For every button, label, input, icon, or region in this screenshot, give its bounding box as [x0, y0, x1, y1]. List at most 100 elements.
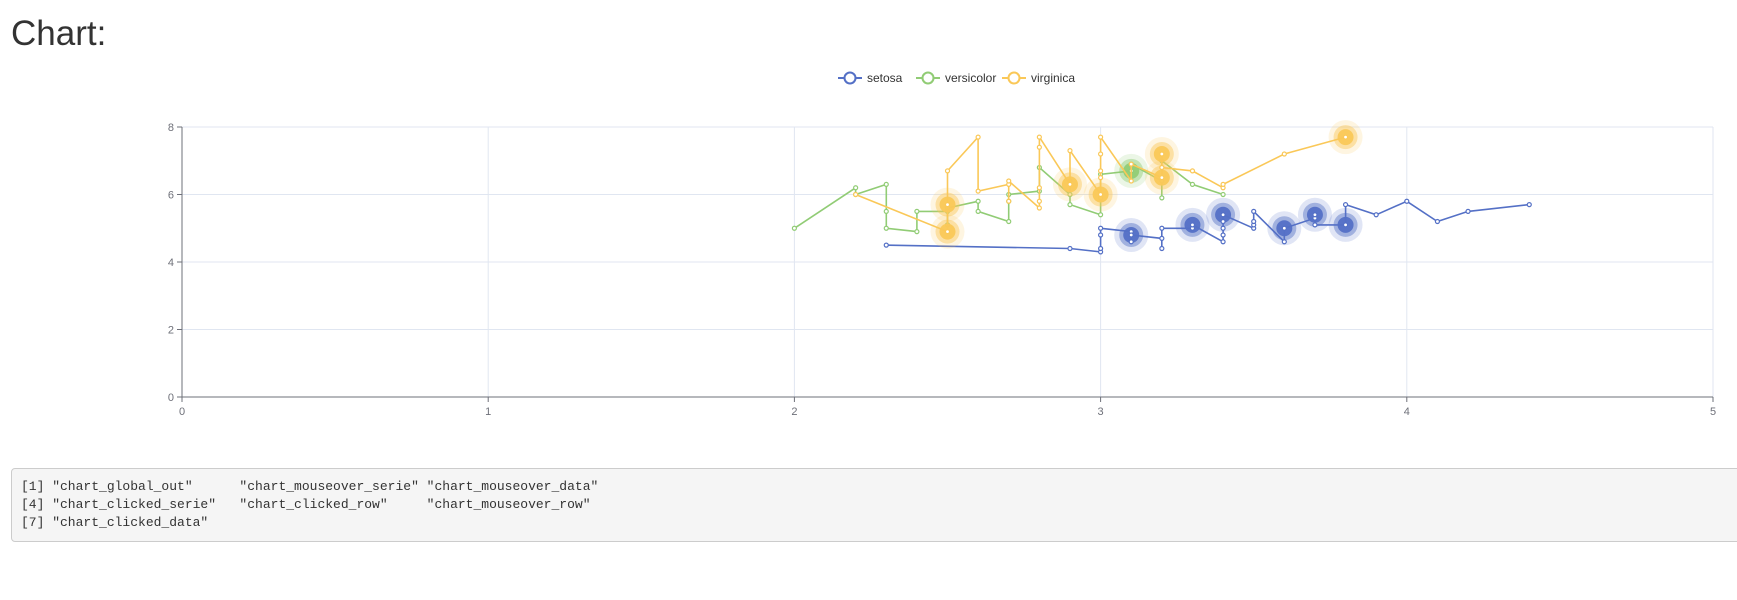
- data-point[interactable]: [1220, 212, 1226, 218]
- data-point[interactable]: [1189, 222, 1196, 228]
- chart-grid: [181, 126, 1714, 398]
- data-point[interactable]: [1189, 168, 1196, 174]
- data-point[interactable]: [1006, 178, 1012, 184]
- data-point[interactable]: [1312, 212, 1318, 218]
- data-point[interactable]: [1036, 198, 1042, 204]
- data-point[interactable]: [1251, 218, 1257, 225]
- x-tick-label: 3: [1098, 406, 1104, 418]
- data-point[interactable]: [975, 208, 981, 214]
- data-point[interactable]: [1036, 205, 1042, 211]
- data-point[interactable]: [1220, 181, 1226, 187]
- data-point[interactable]: [1067, 191, 1073, 198]
- console-line: [1] "chart_global_out" "chart_mouseover_…: [21, 479, 599, 494]
- data-point[interactable]: [1067, 181, 1073, 187]
- data-point[interactable]: [883, 225, 889, 231]
- data-point[interactable]: [1220, 225, 1226, 231]
- data-point[interactable]: [1097, 134, 1104, 140]
- y-tick-label: 4: [168, 257, 174, 269]
- data-point[interactable]: [1036, 134, 1042, 140]
- legend-item-virginica[interactable]: virginica: [1002, 71, 1075, 85]
- data-point[interactable]: [914, 208, 920, 214]
- data-point[interactable]: [791, 225, 798, 231]
- x-tick-label: 1: [485, 406, 491, 418]
- data-point[interactable]: [1404, 198, 1410, 204]
- data-point[interactable]: [1006, 198, 1012, 204]
- data-point[interactable]: [1097, 191, 1104, 198]
- data-point[interactable]: [1220, 218, 1226, 225]
- data-point[interactable]: [1220, 239, 1226, 245]
- series-virginica[interactable]: [853, 120, 1363, 249]
- data-point[interactable]: [1159, 245, 1165, 252]
- data-point[interactable]: [1067, 245, 1073, 252]
- data-point[interactable]: [1097, 151, 1104, 157]
- data-point[interactable]: [1159, 195, 1165, 201]
- data-point[interactable]: [1220, 191, 1226, 198]
- data-point[interactable]: [1434, 218, 1441, 225]
- data-point[interactable]: [1159, 175, 1165, 181]
- legend-label: virginica: [1031, 71, 1075, 85]
- data-point[interactable]: [1312, 222, 1318, 228]
- data-point[interactable]: [1097, 225, 1104, 231]
- data-point[interactable]: [1097, 168, 1104, 174]
- series-setosa[interactable]: [883, 197, 1532, 255]
- console-line: [7] "chart_clicked_data": [21, 515, 209, 530]
- data-point[interactable]: [1097, 245, 1104, 252]
- x-tick-label: 5: [1710, 406, 1716, 418]
- data-point[interactable]: [944, 229, 951, 235]
- data-point[interactable]: [914, 229, 920, 235]
- data-point[interactable]: [1220, 232, 1226, 238]
- data-point[interactable]: [1159, 235, 1165, 241]
- console-line: [4] "chart_clicked_serie" "chart_clicked…: [21, 497, 591, 512]
- data-point[interactable]: [1097, 232, 1104, 238]
- data-point[interactable]: [1281, 225, 1287, 231]
- data-point[interactable]: [1189, 181, 1196, 187]
- data-point[interactable]: [1159, 151, 1165, 157]
- data-point[interactable]: [1036, 185, 1042, 191]
- data-point[interactable]: [1465, 208, 1471, 214]
- legend-item-setosa[interactable]: setosa: [838, 71, 903, 85]
- legend-marker: [921, 71, 935, 85]
- data-point[interactable]: [975, 188, 981, 194]
- data-point[interactable]: [975, 198, 981, 204]
- data-point[interactable]: [1342, 202, 1349, 208]
- data-point[interactable]: [1128, 239, 1134, 245]
- data-point[interactable]: [1067, 148, 1073, 154]
- legend-item-versicolor[interactable]: versicolor: [916, 71, 996, 85]
- page-title: Chart:: [11, 14, 107, 53]
- data-point[interactable]: [1373, 212, 1379, 218]
- data-point[interactable]: [975, 134, 981, 140]
- data-point[interactable]: [1128, 178, 1134, 184]
- data-point[interactable]: [853, 191, 859, 198]
- legend-marker: [1007, 71, 1021, 85]
- data-point[interactable]: [1006, 218, 1012, 225]
- data-point[interactable]: [1251, 208, 1257, 214]
- data-point[interactable]: [853, 185, 859, 191]
- data-point[interactable]: [944, 202, 951, 208]
- x-tick-label: 4: [1404, 406, 1410, 418]
- data-point[interactable]: [883, 242, 889, 248]
- scatter-line-chart[interactable]: setosa versicolor virginica 0 2 4 6 8 0 1 2 3 4 5: [0, 60, 1737, 420]
- chart-axes: 0 2 4 6 8 0 1 2 3 4 5: [168, 122, 1716, 418]
- data-point[interactable]: [1097, 175, 1104, 181]
- x-tick-label: 0: [179, 406, 185, 418]
- chart-legend[interactable]: setosa versicolor virginica: [838, 71, 1075, 85]
- data-point[interactable]: [1159, 164, 1165, 171]
- chart-series[interactable]: [791, 120, 1532, 255]
- data-point[interactable]: [1526, 202, 1532, 208]
- data-point[interactable]: [1159, 225, 1165, 231]
- data-point[interactable]: [1128, 232, 1134, 238]
- data-point[interactable]: [883, 208, 889, 214]
- data-point[interactable]: [1342, 222, 1349, 228]
- data-point[interactable]: [1342, 134, 1349, 140]
- legend-marker: [843, 71, 857, 85]
- data-point[interactable]: [944, 168, 951, 174]
- data-point[interactable]: [1067, 202, 1073, 208]
- data-point[interactable]: [883, 181, 889, 187]
- data-point[interactable]: [1281, 151, 1287, 157]
- legend-label: setosa: [867, 71, 903, 85]
- data-point[interactable]: [1281, 239, 1287, 245]
- data-point[interactable]: [1097, 212, 1104, 218]
- data-point[interactable]: [1128, 161, 1134, 167]
- data-point[interactable]: [1036, 144, 1042, 150]
- y-tick-label: 6: [168, 190, 174, 202]
